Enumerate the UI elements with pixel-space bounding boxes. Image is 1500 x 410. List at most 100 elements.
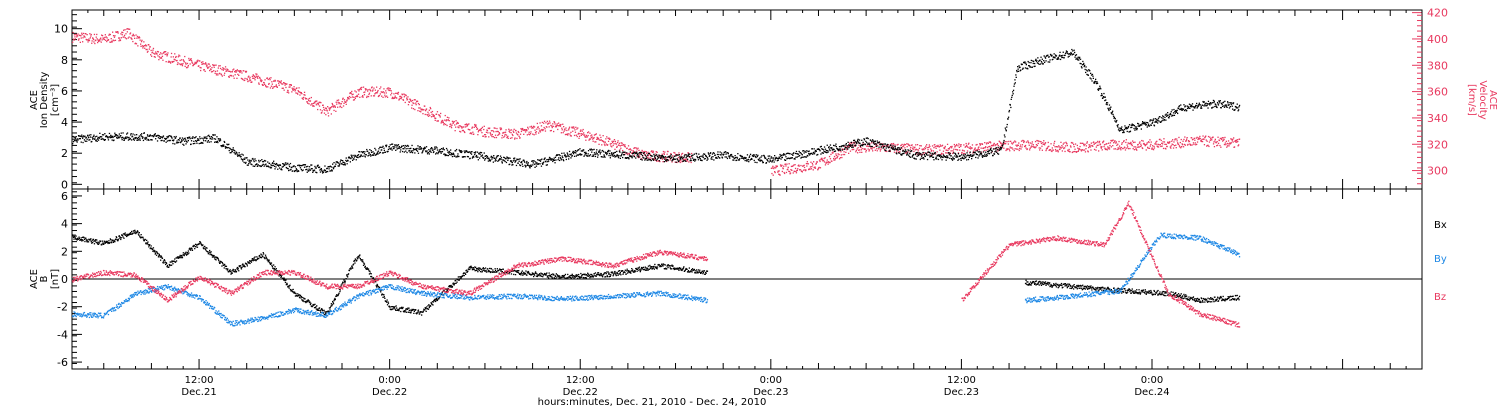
data-point [322, 106, 325, 109]
data-point [915, 148, 917, 150]
data-point [686, 158, 689, 160]
data-point [278, 80, 281, 83]
data-point [550, 159, 552, 161]
data-point [166, 136, 168, 138]
data-point [332, 105, 334, 107]
data-point [621, 142, 623, 144]
data-point [764, 156, 766, 158]
data-point [819, 160, 821, 163]
data-point [451, 153, 453, 155]
data-point [750, 157, 753, 160]
data-point [485, 155, 488, 157]
data-point [747, 158, 749, 161]
data-point [744, 156, 746, 159]
data-point [387, 148, 390, 150]
data-point [1035, 144, 1038, 146]
data-point [412, 102, 414, 104]
data-point [1003, 147, 1005, 149]
data-point [848, 146, 850, 149]
data-point [473, 156, 475, 158]
data-point [1016, 71, 1018, 73]
data-point [286, 163, 288, 166]
data-point [853, 139, 855, 142]
data-point [922, 157, 925, 159]
data-point [397, 144, 400, 146]
data-point [1113, 148, 1115, 150]
data-point [965, 156, 967, 159]
data-point [857, 147, 859, 149]
data-point [572, 152, 574, 154]
data-point [355, 159, 357, 161]
data-point [503, 156, 505, 158]
data-point [1009, 146, 1011, 148]
data-point [930, 148, 932, 150]
data-point [757, 154, 759, 156]
data-point [781, 156, 783, 159]
data-point [467, 156, 469, 158]
data-point [691, 157, 694, 159]
data-point [232, 75, 234, 77]
data-point [1191, 137, 1193, 139]
data-point [252, 157, 254, 160]
data-point [148, 48, 150, 50]
data-point [80, 135, 82, 138]
y-tick-label: -2 [57, 301, 68, 314]
data-point [287, 168, 289, 170]
data-point [385, 90, 387, 92]
data-point [565, 158, 567, 161]
data-point [1004, 143, 1006, 145]
data-point [888, 146, 891, 148]
data-point [194, 137, 196, 139]
data-point [1031, 143, 1033, 145]
data-point [301, 165, 303, 167]
data-point [1135, 148, 1137, 150]
data-point [524, 164, 526, 166]
data-point [357, 95, 359, 98]
data-point [805, 151, 807, 153]
data-point [630, 149, 632, 151]
data-point [664, 158, 666, 160]
data-point [72, 143, 74, 145]
data-point [409, 98, 411, 101]
data-point [102, 138, 104, 140]
data-point [301, 93, 303, 95]
data-point [281, 83, 283, 85]
data-point [653, 158, 655, 160]
data-point [698, 153, 700, 155]
data-point [615, 142, 617, 145]
data-point [936, 155, 939, 157]
data-point [129, 138, 131, 141]
data-point [743, 158, 745, 160]
data-point [92, 38, 95, 41]
data-point [249, 76, 251, 79]
data-point [396, 144, 398, 146]
data-point [946, 155, 949, 157]
data-point [908, 144, 910, 146]
data-point [829, 144, 832, 146]
series-0-velocity [72, 28, 1241, 176]
data-point [424, 146, 426, 148]
data-point [486, 130, 489, 132]
data-point [394, 144, 396, 146]
data-point [1173, 141, 1175, 143]
data-point [869, 145, 871, 147]
data-point [204, 137, 206, 139]
data-point [1016, 69, 1018, 72]
data-point [890, 143, 892, 145]
data-point [483, 125, 485, 127]
data-point [463, 126, 465, 128]
data-point [91, 140, 93, 143]
data-point [587, 132, 589, 134]
data-point [935, 156, 937, 158]
data-point [974, 147, 976, 149]
data-point [107, 39, 110, 41]
data-point [443, 123, 445, 125]
data-point [258, 83, 260, 85]
data-point [523, 133, 525, 135]
data-point [500, 158, 502, 161]
data-point [371, 151, 373, 153]
data-point [374, 147, 376, 150]
data-point [341, 163, 343, 165]
data-point [788, 170, 790, 172]
data-point [1212, 136, 1214, 138]
